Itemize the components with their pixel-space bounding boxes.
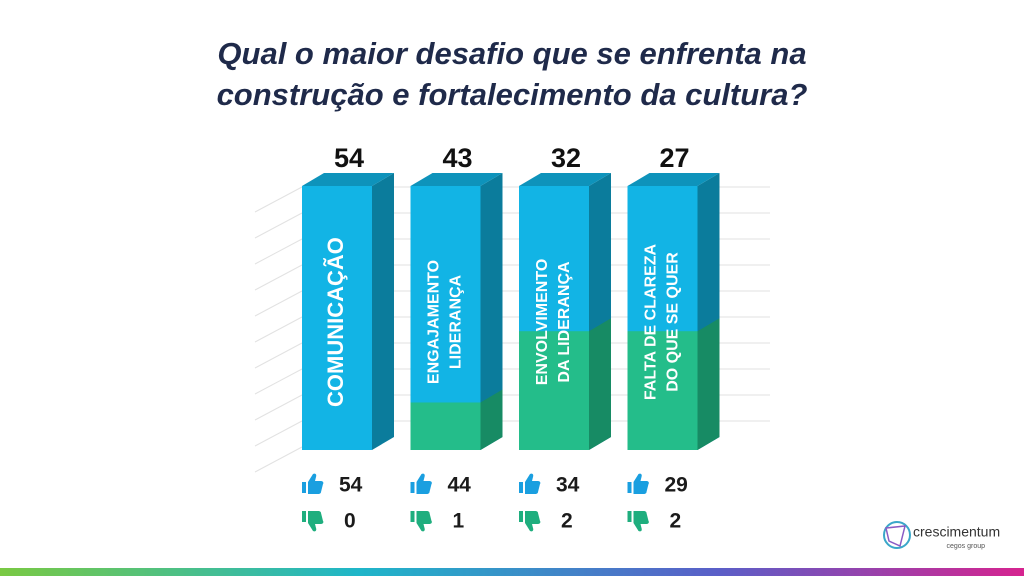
value-label: 43 (442, 143, 472, 173)
category-label: ENVOLVIMENTO (534, 259, 551, 386)
category-label: DO QUE SE QUER (665, 252, 682, 392)
dislikes-count: 2 (561, 510, 573, 533)
thumb-down-icon (302, 511, 324, 532)
title-line: Qual o maior desafio que se enfrenta na (217, 36, 806, 71)
value-label: 54 (334, 143, 364, 173)
thumb-up-icon (627, 473, 649, 494)
bar-side-green (589, 318, 611, 450)
likes-count: 44 (448, 474, 472, 497)
category-label: ENGAJAMENTO (426, 260, 443, 384)
thumb-up-icon (302, 473, 324, 494)
bar-side-green (697, 318, 720, 450)
value-label: 32 (551, 143, 581, 173)
category-label: LIDERANÇA (448, 274, 465, 369)
logo-name: crescimentum (913, 524, 1000, 540)
logo: crescimentum cegos group (883, 521, 1000, 550)
thumb-down-icon (627, 511, 649, 532)
category-label: FALTA DE CLAREZA (643, 243, 660, 400)
value-label: 27 (659, 143, 689, 173)
bar (410, 173, 503, 450)
dislikes-count: 2 (670, 510, 682, 533)
color-strip (0, 568, 1024, 576)
bar-top (302, 173, 394, 186)
category-label: DA LIDERANÇA (556, 261, 573, 383)
bar-front-green (410, 402, 481, 450)
thumb-up-icon (410, 473, 432, 494)
likes-count: 54 (339, 474, 363, 497)
thumb-up-icon (519, 473, 541, 494)
bar-front-green (627, 331, 698, 450)
title-line: construção e fortalecimento da cultura? (217, 77, 808, 112)
bar-top (627, 173, 720, 186)
category-label: COMUNICAÇÃO (323, 237, 348, 407)
bar (627, 173, 720, 450)
bar-side (480, 173, 503, 450)
bar-front (302, 186, 372, 450)
likes-count: 34 (556, 474, 580, 497)
thumb-down-icon (410, 511, 432, 532)
bar-side (372, 173, 394, 450)
bars: 54 COMUNICAÇÃO 54 0 43 ENGAJAMENTO LIDERANÇA 44… (302, 143, 720, 533)
dislikes-count: 1 (453, 510, 465, 533)
bar-side-green (480, 389, 503, 450)
likes-count: 29 (665, 474, 688, 497)
bar-top (519, 173, 611, 186)
bar-top (410, 173, 503, 186)
dislikes-count: 0 (344, 510, 356, 533)
bar (519, 173, 611, 450)
bar-front-green (519, 331, 589, 450)
thumb-down-icon (519, 511, 541, 532)
bar (302, 173, 394, 450)
logo-tagline: cegos group (946, 543, 985, 550)
